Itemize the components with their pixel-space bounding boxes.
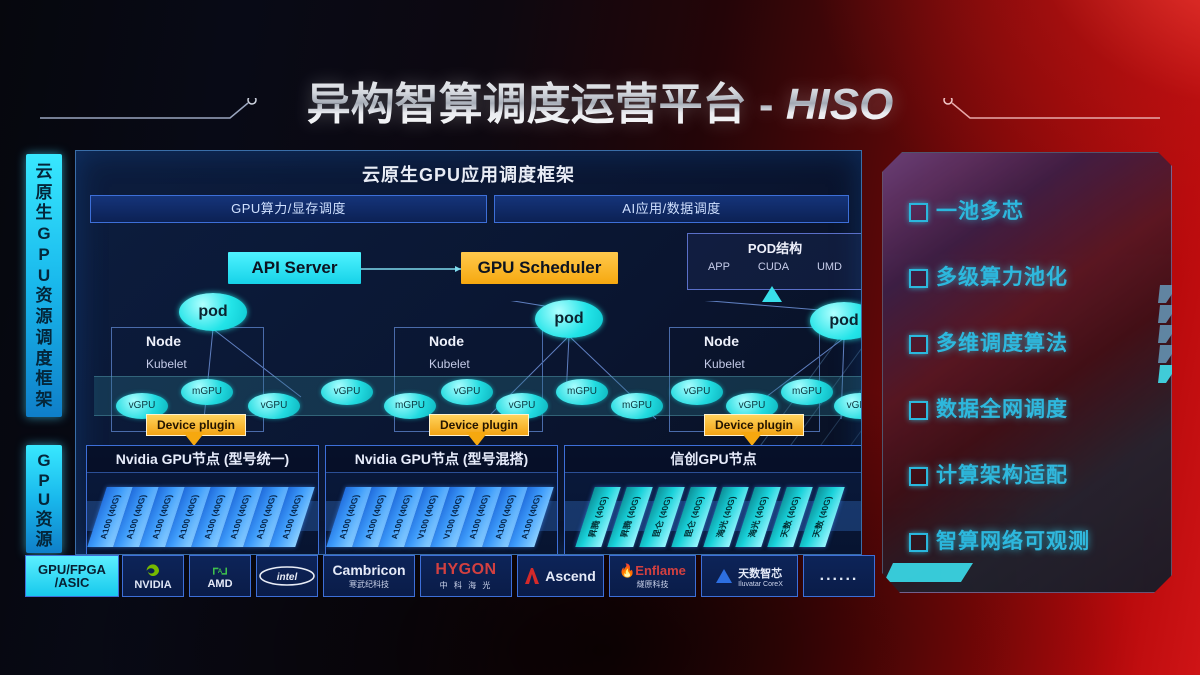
svg-text:A: A <box>218 568 223 575</box>
svg-text:intel: intel <box>277 572 298 583</box>
